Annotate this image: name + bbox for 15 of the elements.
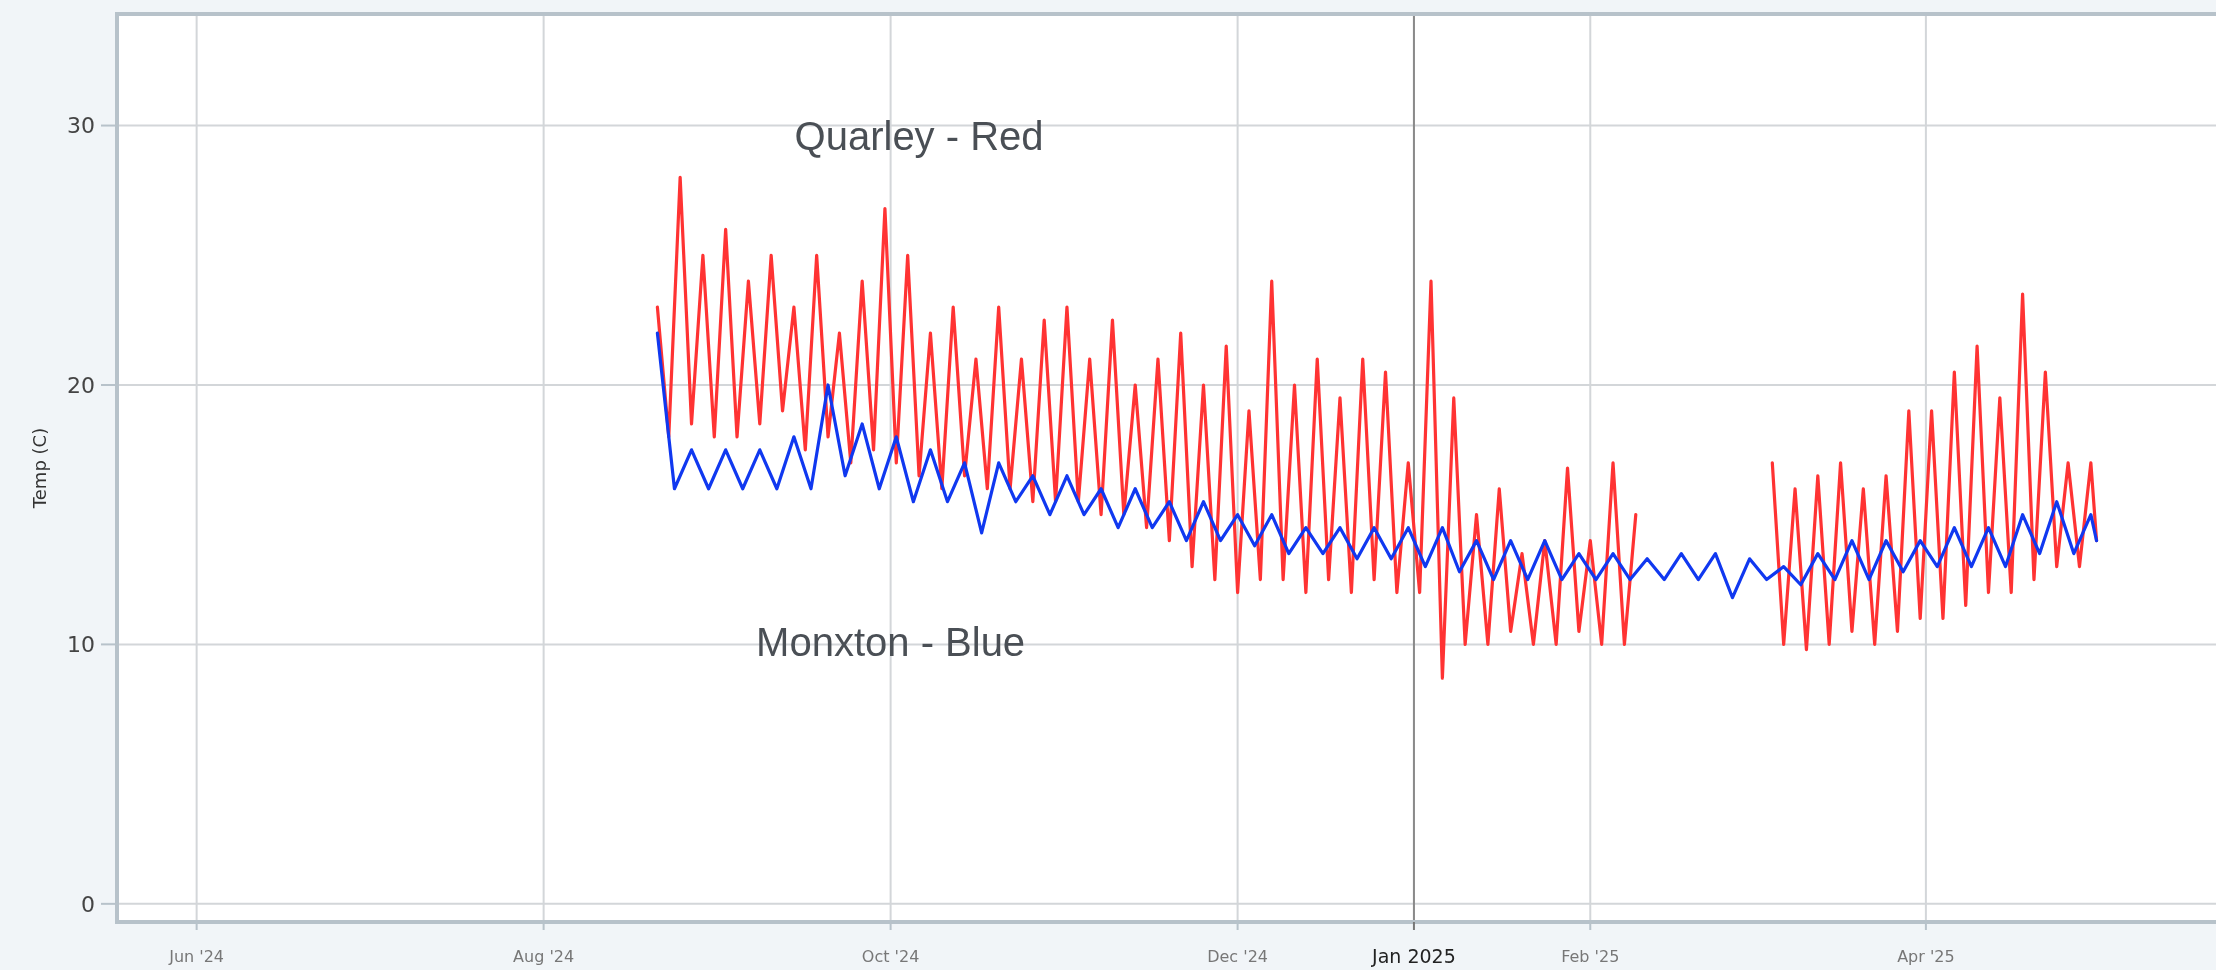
x-tick-label: Jan 2025 <box>1371 945 1456 967</box>
y-axis-title: Temp (C) <box>29 427 50 510</box>
y-tick-label: 10 <box>67 632 95 658</box>
x-tick-label: Dec '24 <box>1207 946 1269 966</box>
x-tick-label: Feb '25 <box>1561 946 1620 966</box>
y-tick-label: 0 <box>81 891 95 917</box>
x-tick-label: Apr '25 <box>1897 946 1955 966</box>
y-tick-label: 30 <box>67 113 95 139</box>
x-tick-label: Jun '24 <box>168 946 225 966</box>
x-tick-label: Aug '24 <box>513 946 575 966</box>
line-series <box>655 331 2099 600</box>
annotation: Quarley - Red <box>794 113 1044 158</box>
x-tick-label: Oct '24 <box>861 946 920 966</box>
y-tick-label: 20 <box>67 372 95 398</box>
annotation: Monxton - Blue <box>756 619 1026 664</box>
